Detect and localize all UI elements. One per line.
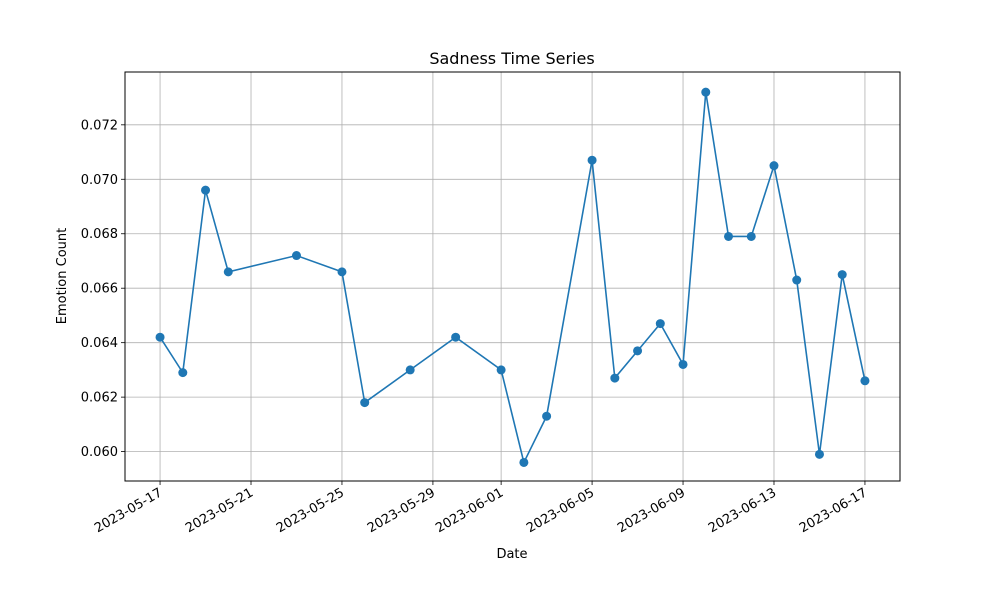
- series: [155, 87, 870, 467]
- y-tick-label: 0.064: [81, 336, 118, 351]
- data-point: [860, 376, 870, 386]
- x-tick-label: 2023-05-21: [183, 485, 256, 536]
- data-point: [155, 332, 165, 342]
- data-point: [337, 267, 347, 277]
- data-point: [223, 267, 233, 277]
- data-point: [405, 365, 415, 375]
- data-point: [655, 319, 665, 329]
- data-point: [587, 155, 597, 165]
- data-point: [678, 359, 688, 369]
- x-tick-label: 2023-05-29: [365, 485, 438, 536]
- data-point: [610, 373, 620, 383]
- series-line: [159, 92, 866, 465]
- data-point: [633, 346, 643, 356]
- x-axis-label: Date: [496, 547, 527, 562]
- data-point: [451, 332, 461, 342]
- x-tick-label: 2023-06-13: [706, 485, 779, 536]
- y-tick-label: 0.072: [81, 118, 118, 133]
- x-tick-label: 2023-06-01: [433, 485, 506, 536]
- data-point: [837, 270, 847, 280]
- data-point: [724, 231, 734, 241]
- plot-frame: [124, 71, 901, 482]
- data-point: [769, 161, 779, 171]
- data-point: [178, 368, 188, 378]
- x-tick-label: 2023-06-05: [524, 485, 597, 536]
- data-point: [701, 87, 711, 97]
- data-point: [496, 365, 506, 375]
- x-tick-label: 2023-06-09: [615, 485, 688, 536]
- y-tick-label: 0.070: [81, 173, 118, 188]
- y-tick-label: 0.066: [81, 282, 118, 297]
- data-point: [792, 275, 802, 285]
- y-tick-label: 0.068: [81, 227, 118, 242]
- y-axis-ticks: 0.060 0.062 0.064 0.066 0.068 0.070 0.072: [81, 118, 125, 460]
- x-axis-ticks: 2023-05-17 2023-05-21 2023-05-25 2023-05-29…: [92, 481, 870, 536]
- data-point: [519, 457, 529, 467]
- x-tick-label: 2023-05-25: [274, 485, 347, 536]
- chart-title: Sadness Time Series: [429, 49, 594, 68]
- data-point: [360, 398, 370, 408]
- y-tick-label: 0.060: [81, 445, 118, 460]
- data-point: [746, 231, 756, 241]
- y-tick-label: 0.062: [81, 391, 118, 406]
- grid: [125, 72, 900, 481]
- data-point: [291, 251, 301, 261]
- x-tick-label: 2023-06-17: [797, 485, 870, 536]
- data-point: [201, 185, 211, 195]
- y-axis-label: Emotion Count: [55, 228, 70, 324]
- data-point: [814, 449, 824, 459]
- data-point: [542, 411, 552, 421]
- x-tick-label: 2023-05-17: [92, 485, 165, 536]
